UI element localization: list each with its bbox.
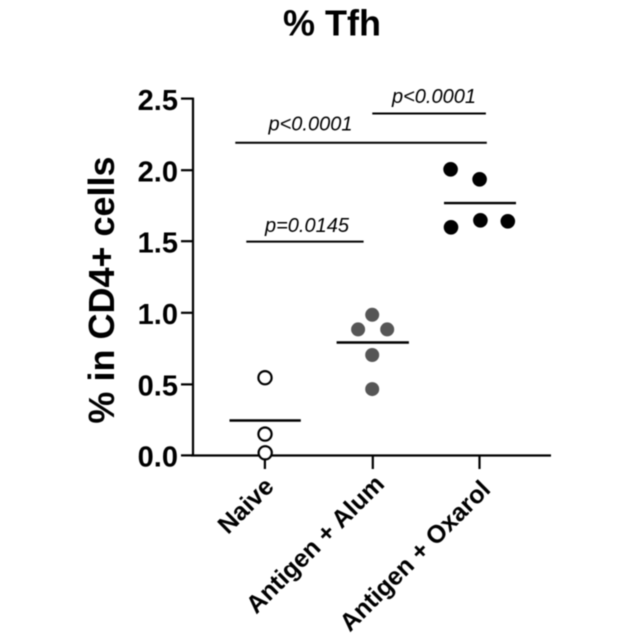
- svg-text:1.5: 1.5: [138, 227, 178, 259]
- svg-text:p<0.0001: p<0.0001: [391, 86, 476, 108]
- svg-text:2.5: 2.5: [138, 85, 178, 117]
- svg-text:p=0.0145: p=0.0145: [264, 215, 350, 237]
- svg-text:% Tfh: % Tfh: [283, 3, 381, 44]
- svg-text:1.0: 1.0: [138, 299, 178, 331]
- svg-text:0.5: 0.5: [138, 371, 178, 403]
- svg-text:% in CD4+ cells: % in CD4+ cells: [81, 156, 122, 423]
- svg-text:2.0: 2.0: [138, 156, 178, 188]
- svg-text:0.0: 0.0: [138, 442, 178, 474]
- svg-text:p<0.0001: p<0.0001: [268, 113, 353, 135]
